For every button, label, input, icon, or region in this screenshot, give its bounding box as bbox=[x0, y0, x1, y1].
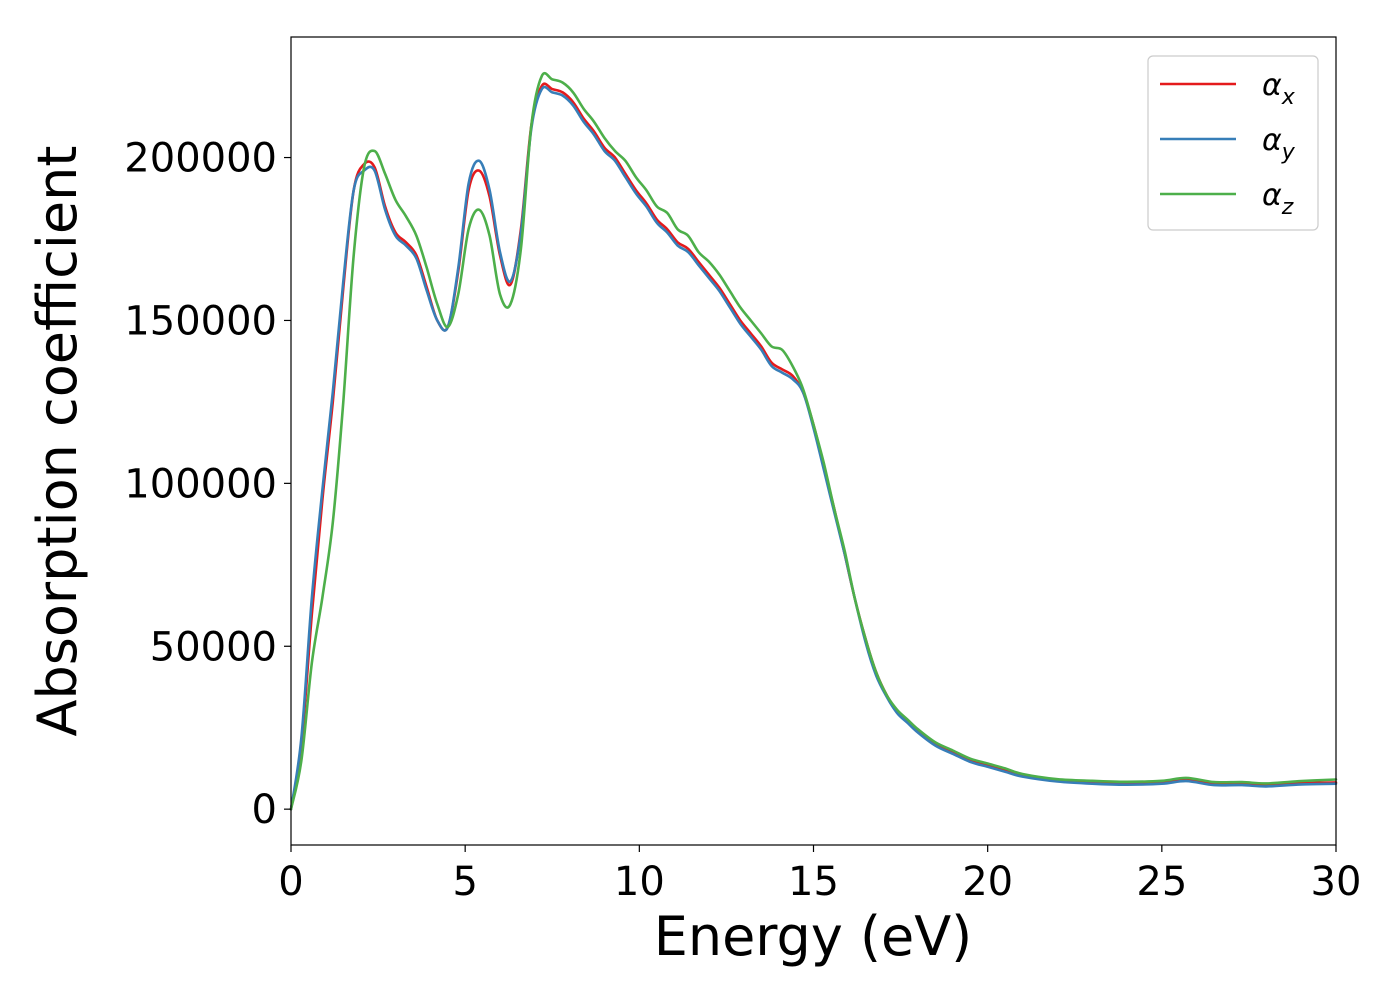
x-tick-label: 20 bbox=[962, 859, 1013, 905]
legend-label-z: αz bbox=[1262, 178, 1294, 220]
y-tick-label: 50000 bbox=[150, 624, 277, 670]
legend-box bbox=[1147, 55, 1319, 231]
y-tick-label: 100000 bbox=[124, 461, 277, 507]
series-line-x bbox=[289, 82, 1338, 811]
ticks-layer: 0 5 10 15 20 25 30 0 50000 100000 150000 200000 bbox=[124, 136, 1361, 905]
x-axis-label: Energy (eV) bbox=[654, 905, 973, 968]
x-tick-label: 25 bbox=[1136, 859, 1187, 905]
legend-entries: αx αy αz bbox=[1160, 68, 1296, 220]
legend-label-x: αx bbox=[1262, 68, 1296, 110]
legend-label-y: αy bbox=[1262, 123, 1296, 165]
x-tick-label: 5 bbox=[452, 859, 477, 905]
x-tick-label: 15 bbox=[788, 859, 839, 905]
y-tick-label: 0 bbox=[252, 787, 277, 833]
x-tick-label: 0 bbox=[278, 859, 303, 905]
y-tick-label: 200000 bbox=[124, 136, 277, 182]
x-tick-label: 10 bbox=[614, 859, 665, 905]
y-axis-label: Absorption coefficient bbox=[26, 146, 89, 737]
y-tick-label: 150000 bbox=[124, 298, 277, 344]
legend: αx αy αz bbox=[1147, 55, 1319, 231]
series-line-z bbox=[289, 71, 1338, 811]
series-layer bbox=[289, 71, 1338, 811]
x-tick-label: 30 bbox=[1311, 859, 1362, 905]
series-line-y bbox=[289, 85, 1338, 811]
